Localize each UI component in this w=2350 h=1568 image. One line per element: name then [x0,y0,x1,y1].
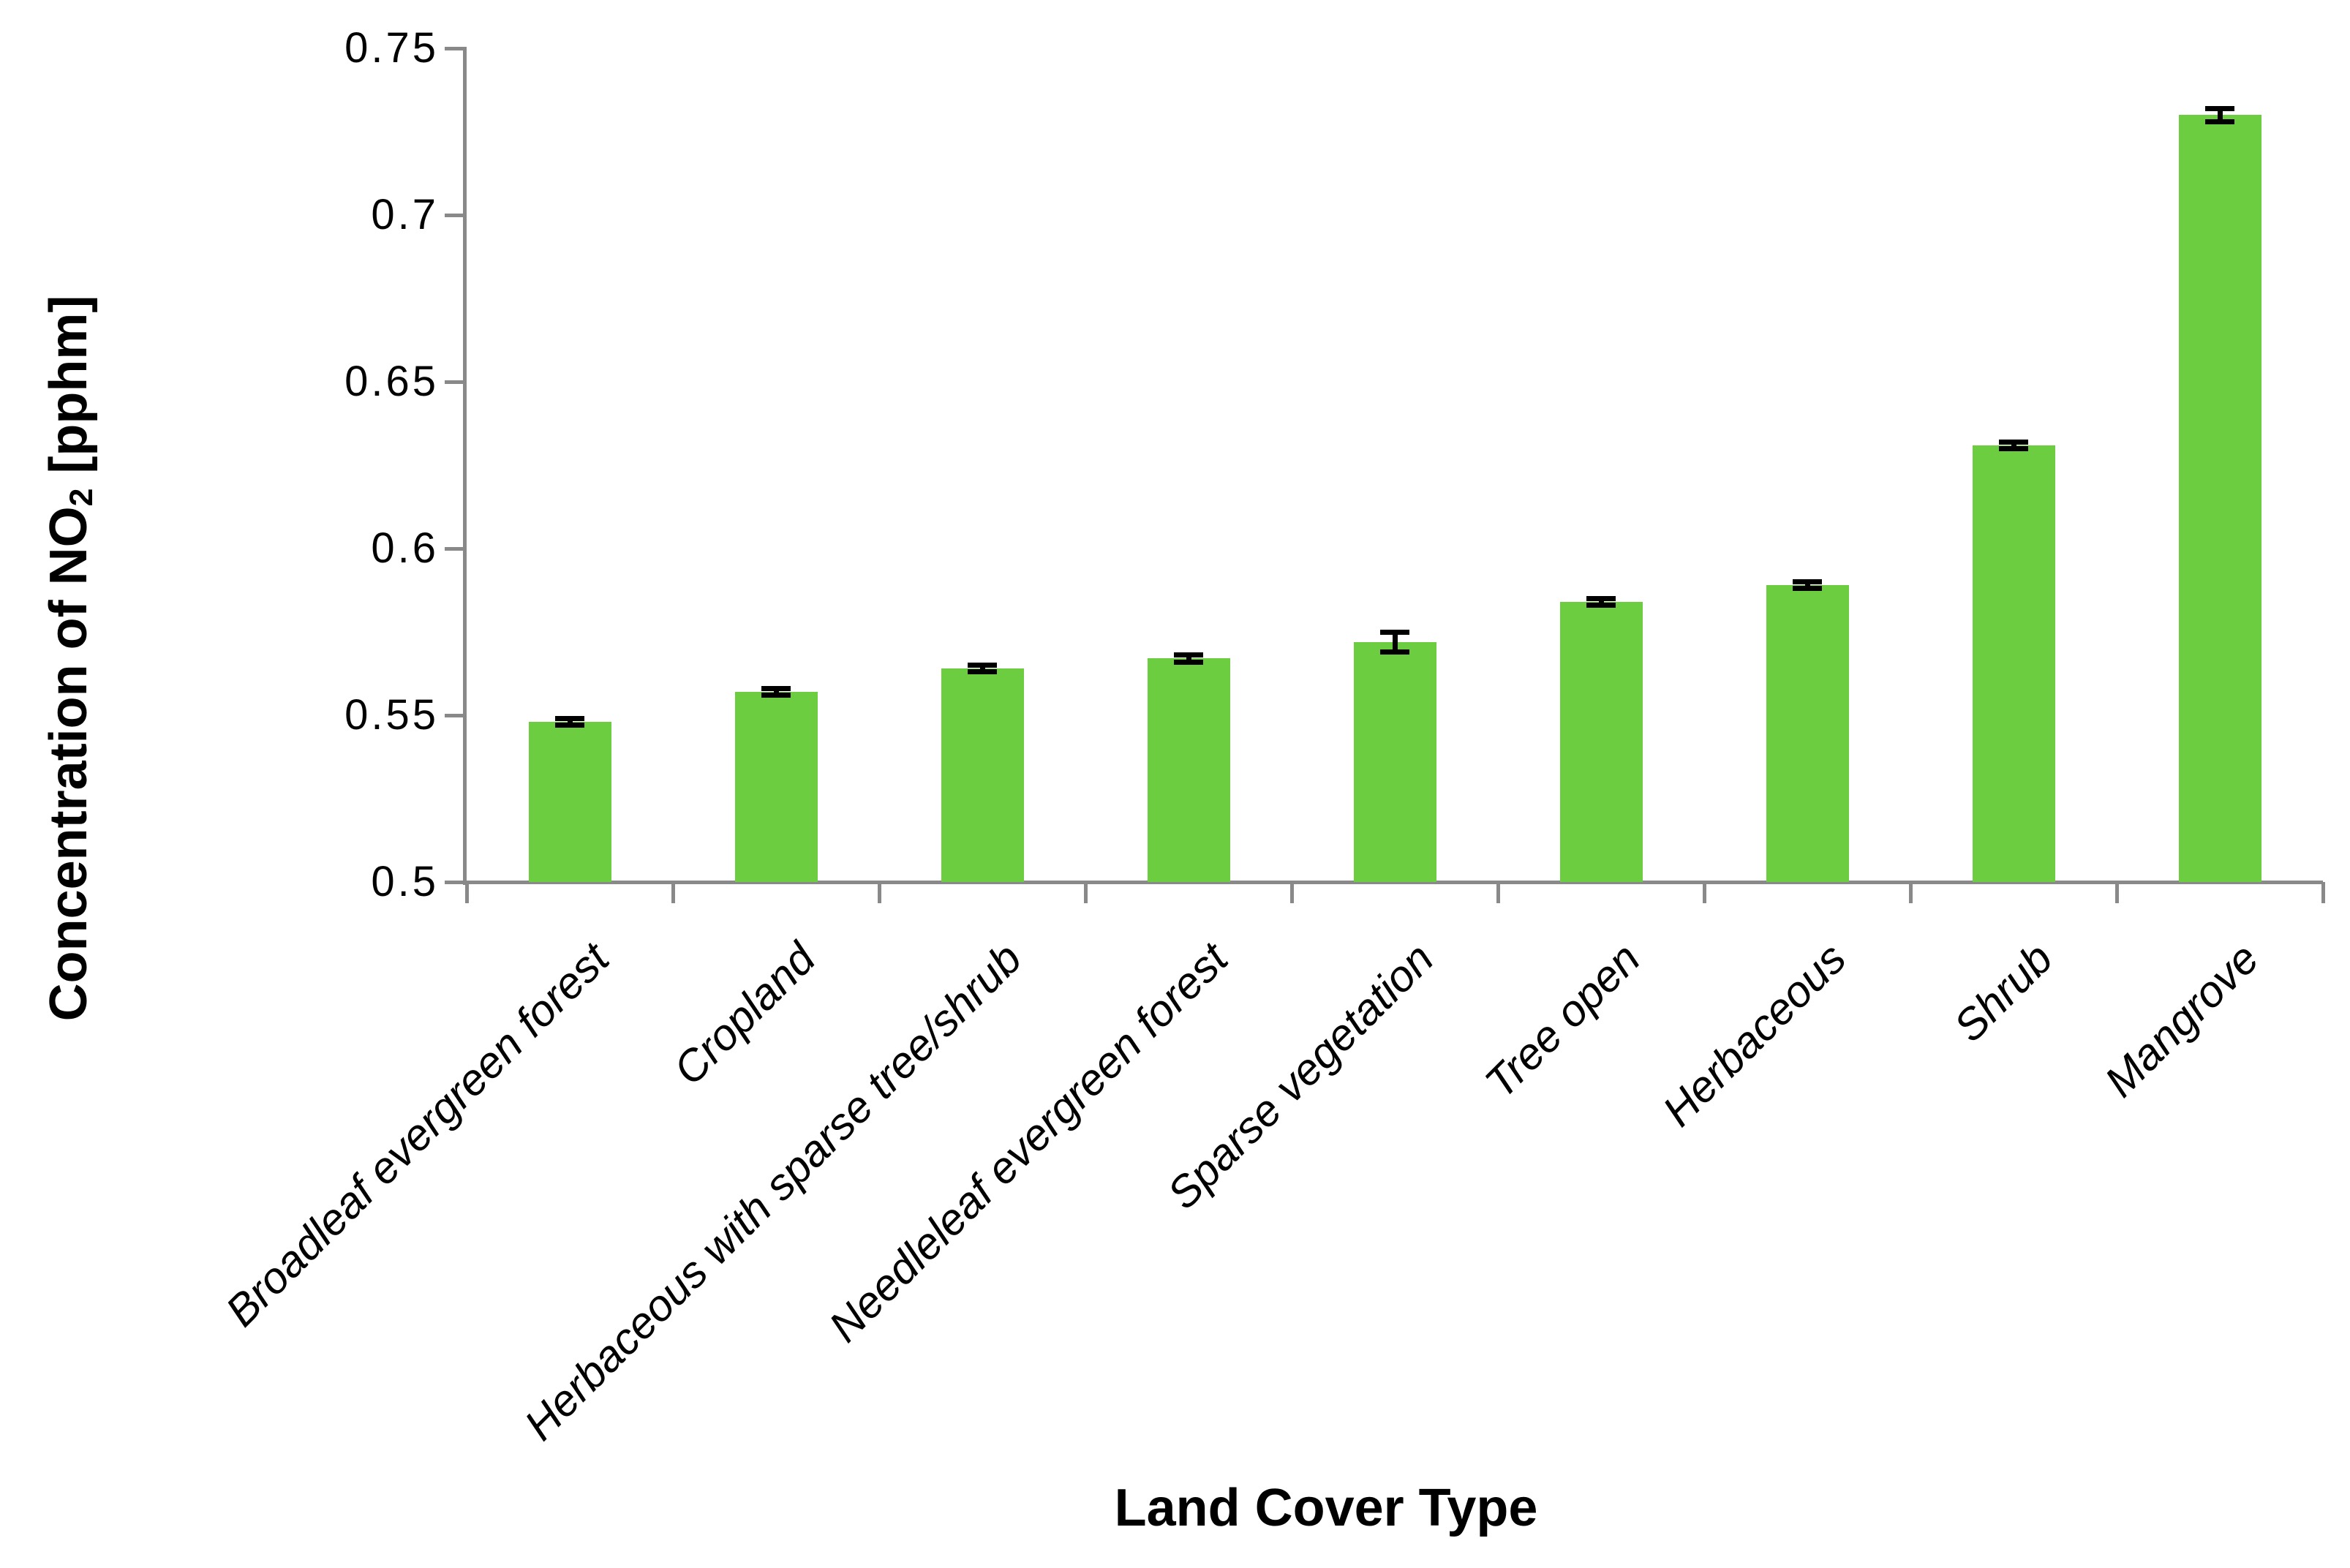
y-axis-title-prefix: Concentration of NO [39,506,98,1022]
error-bar-cap-bottom [1999,445,2028,451]
y-axis-title-subscript: 2 [64,488,100,507]
y-tick-label: 0.75 [344,24,439,72]
error-bar-whisker [2011,442,2016,449]
error-bar-whisker [1186,655,1191,663]
error-bar-cap-top [1174,652,1203,658]
error-bar-cap-top [968,663,997,668]
x-category-label: Needleleaf evergreen forest [819,933,1237,1352]
error-bar-whisker [1598,598,1604,606]
bar [1972,445,2055,882]
error-bar-cap-top [555,716,584,722]
y-axis-title: Concentration of NO2 [pphm] [39,295,100,1022]
bar [1559,601,1643,882]
y-axis-tick [445,547,463,551]
error-bar-cap-bottom [1380,649,1409,655]
error-bar-cap-top [1586,595,1616,601]
bar [528,722,611,882]
x-axis-tick [671,882,675,903]
error-bar-cap-top [761,686,791,692]
y-axis-tick [445,881,463,884]
bar [1766,585,1849,882]
error-bar-whisker [2217,108,2223,122]
y-axis-line [463,47,467,885]
x-axis-tick [878,882,881,903]
y-axis-title-suffix: [pphm] [39,295,98,489]
y-tick-label: 0.65 [344,358,439,405]
y-tick-label: 0.55 [344,691,439,739]
error-bar-cap-top [1380,629,1409,635]
x-category-label: Broadleaf evergreen forest [216,933,618,1336]
error-bar-cap-bottom [1174,659,1203,665]
error-bar-whisker [979,665,985,672]
error-bar-cap-top [2205,105,2234,111]
error-bar-whisker [567,718,573,725]
error-bar-cap-bottom [1793,586,1822,592]
x-axis-tick [1496,882,1500,903]
y-axis-tick [445,714,463,717]
error-bar-whisker [1392,632,1398,652]
x-axis-tick [2115,882,2119,903]
y-tick-label: 0.5 [371,858,439,905]
x-category-label: Cropland [663,933,824,1095]
bar [1353,641,1436,882]
x-axis-title: Land Cover Type [1114,1479,1538,1537]
bar [2178,115,2262,882]
x-axis-tick [1290,882,1294,903]
error-bar-cap-top [1999,439,2028,445]
y-axis-tick [445,380,463,384]
x-axis-tick [1703,882,1706,903]
x-axis-line [463,881,2323,884]
x-category-label: Herbaceous [1653,933,1856,1136]
y-tick-label: 0.6 [371,524,439,572]
error-bar-cap-bottom [1586,603,1616,608]
x-axis-tick [465,882,469,903]
error-bar-cap-bottom [761,693,791,698]
y-axis-tick [445,214,463,217]
x-category-label: Tree open [1475,933,1649,1108]
error-bar-cap-top [1793,579,1822,585]
error-bar-cap-bottom [968,669,997,675]
error-bar-cap-bottom [2205,118,2234,124]
x-axis-tick [1084,882,1088,903]
x-axis-tick [2321,882,2325,903]
bar [734,692,818,882]
x-axis-tick [1909,882,1913,903]
x-category-label: Shrub [1944,933,2062,1052]
y-axis-tick [445,47,463,50]
x-category-label: Mangrove [2095,933,2268,1107]
bar [1147,658,1230,882]
bar [941,668,1024,882]
error-bar-whisker [1804,581,1810,589]
error-bar-cap-bottom [555,723,584,728]
error-bar-whisker [773,688,779,696]
y-tick-label: 0.7 [371,191,439,238]
